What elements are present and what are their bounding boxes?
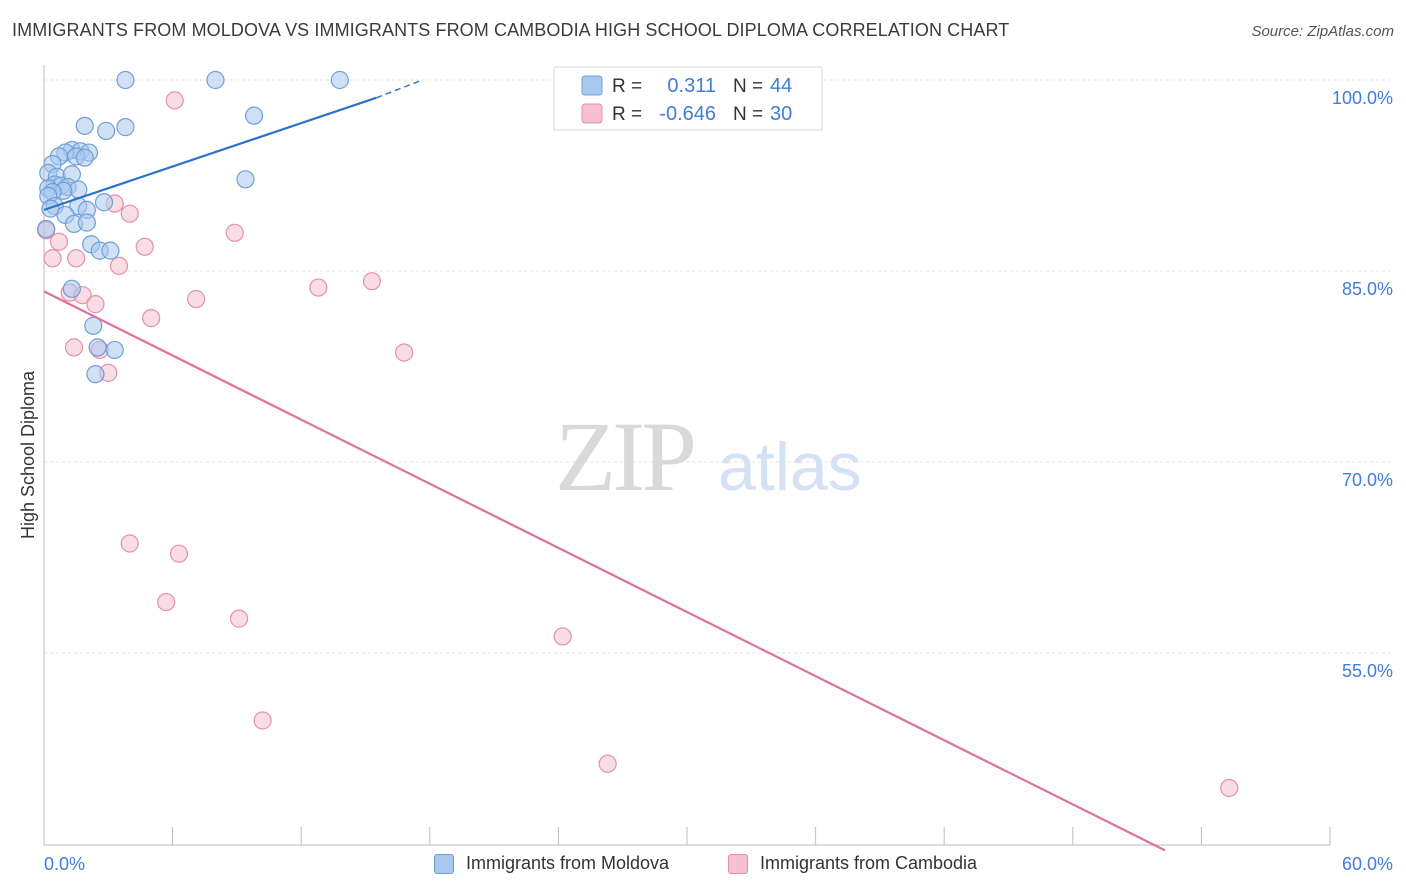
cambodia-point-3 bbox=[225, 223, 244, 242]
moldova-point-34 bbox=[77, 213, 96, 232]
cambodia-point-8 bbox=[67, 249, 86, 268]
legend-n-label-1: N = bbox=[733, 76, 763, 97]
legend-r-value-2: -0.646 bbox=[659, 103, 716, 125]
cambodia-point-26 bbox=[253, 711, 272, 730]
moldova-point-4 bbox=[75, 116, 94, 135]
tick-labels: 100.0% 85.0% 70.0% 55.0% 0.0% 60.0% bbox=[44, 88, 1393, 874]
cambodia-point-5 bbox=[49, 232, 69, 251]
cambodia-point-9 bbox=[109, 256, 129, 276]
cambodia-point-7 bbox=[43, 249, 62, 268]
cambodia-points bbox=[37, 91, 1239, 798]
moldova-trend-line bbox=[43, 96, 377, 211]
x-tick-label-0: 0.0% bbox=[44, 854, 85, 874]
legend-n-label-2: N = bbox=[733, 104, 763, 125]
cambodia-point-0 bbox=[165, 91, 184, 110]
moldova-points bbox=[37, 70, 349, 384]
cambodia-point-14 bbox=[187, 289, 206, 309]
cambodia-point-23 bbox=[157, 592, 176, 612]
grid-layer bbox=[44, 79, 1390, 654]
legend-swatch-cambodia-bottom bbox=[728, 853, 748, 874]
moldova-point-40 bbox=[84, 316, 103, 335]
y-tick-label-1: 85.0% bbox=[1342, 279, 1393, 299]
trend-lines bbox=[43, 80, 1166, 852]
cambodia-point-24 bbox=[229, 609, 249, 628]
legend-label-moldova: Immigrants from Moldova bbox=[466, 853, 670, 873]
cambodia-point-10 bbox=[362, 272, 382, 291]
moldova-point-27 bbox=[94, 193, 114, 212]
moldova-point-18 bbox=[236, 170, 255, 189]
legend-swatch-moldova bbox=[581, 75, 603, 96]
cambodia-point-11 bbox=[309, 278, 328, 297]
legend-r-label-1: R = bbox=[612, 76, 642, 97]
watermark-atlas: atlas bbox=[718, 429, 862, 505]
legend-label-cambodia: Immigrants from Cambodia bbox=[760, 853, 978, 873]
moldova-point-5 bbox=[116, 118, 135, 137]
watermark: ZIP atlas bbox=[555, 401, 862, 512]
moldova-point-38 bbox=[101, 241, 120, 260]
moldova-point-42 bbox=[105, 340, 124, 360]
moldova-trend-extension bbox=[375, 80, 420, 99]
cambodia-point-21 bbox=[120, 534, 139, 553]
source-label: Source: ZipAtlas.com bbox=[1251, 23, 1394, 40]
moldova-point-13 bbox=[75, 148, 94, 167]
moldova-point-0 bbox=[116, 70, 135, 90]
y-tick-label-3: 55.0% bbox=[1342, 661, 1393, 681]
moldova-point-1 bbox=[206, 70, 225, 90]
legend-swatch-moldova-bottom bbox=[434, 853, 454, 874]
legend-r-value-1: 0.311 bbox=[667, 75, 716, 97]
moldova-point-39 bbox=[62, 279, 81, 298]
series-legend: Immigrants from Moldova Immigrants from … bbox=[0, 848, 1406, 878]
moldova-point-3 bbox=[244, 106, 264, 125]
correlation-legend: R = 0.311 N = 44 R = -0.646 N = 30 bbox=[553, 66, 823, 131]
cambodia-point-22 bbox=[169, 544, 189, 563]
cambodia-point-16 bbox=[142, 309, 161, 328]
cambodia-point-2 bbox=[120, 204, 139, 223]
y-axis-title: High School Diploma bbox=[18, 370, 38, 539]
legend-item-cambodia[interactable]: Immigrants from Cambodia bbox=[728, 853, 977, 874]
cambodia-trend-line bbox=[43, 290, 1166, 852]
y-tick-label-2: 70.0% bbox=[1342, 470, 1393, 490]
legend-r-label-2: R = bbox=[612, 104, 642, 125]
watermark-zip: ZIP bbox=[555, 401, 693, 512]
moldova-point-35 bbox=[37, 219, 56, 239]
cambodia-point-27 bbox=[598, 754, 617, 773]
cambodia-point-18 bbox=[64, 338, 84, 357]
cambodia-point-15 bbox=[86, 295, 105, 314]
cambodia-point-25 bbox=[553, 627, 572, 646]
moldova-point-2 bbox=[330, 70, 349, 90]
y-tick-label-0: 100.0% bbox=[1332, 88, 1393, 108]
legend-item-moldova[interactable]: Immigrants from Moldova bbox=[434, 853, 669, 874]
moldova-point-41 bbox=[88, 338, 107, 357]
cambodia-point-17 bbox=[394, 343, 414, 362]
x-tick-label-1: 60.0% bbox=[1342, 854, 1393, 874]
legend-n-value-2: 30 bbox=[770, 103, 792, 125]
chart-title: IMMIGRANTS FROM MOLDOVA VS IMMIGRANTS FR… bbox=[12, 20, 1010, 40]
moldova-point-6 bbox=[97, 121, 116, 141]
cambodia-point-28 bbox=[1220, 778, 1239, 798]
legend-swatch-cambodia bbox=[581, 103, 603, 124]
moldova-point-43 bbox=[86, 365, 105, 384]
legend-n-value-1: 44 bbox=[770, 75, 792, 97]
cambodia-point-6 bbox=[135, 237, 154, 256]
